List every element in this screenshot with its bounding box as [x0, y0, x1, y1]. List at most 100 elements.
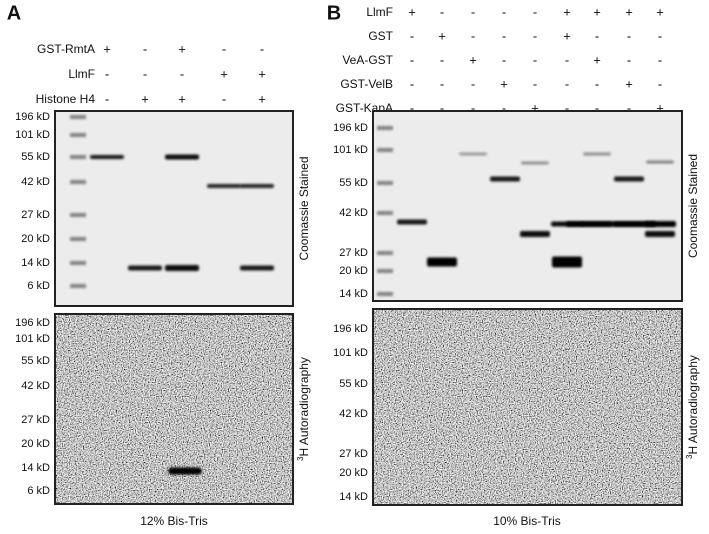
radiolabel-band	[168, 467, 202, 475]
ladder-band	[70, 237, 86, 241]
protein-band	[520, 231, 550, 237]
autorad-title-text: H Autoradiography	[686, 355, 700, 454]
superscript: 3	[685, 454, 694, 459]
protein-band	[646, 160, 674, 164]
marker-label: 42 kD	[339, 207, 368, 219]
marker-label: 101 kD	[15, 129, 50, 141]
autorad-frame	[54, 313, 294, 505]
condition-sign: -	[502, 28, 506, 43]
condition-sign: +	[258, 91, 266, 106]
condition-name: VeA-GST	[342, 53, 393, 67]
condition-sign: -	[440, 4, 444, 19]
protein-band	[614, 176, 644, 182]
coomassie-gel	[372, 110, 683, 302]
condition-sign: -	[410, 52, 414, 67]
condition-sign: -	[440, 76, 444, 91]
marker-label: 42 kD	[21, 380, 50, 392]
marker-label: 14 kD	[339, 288, 368, 300]
condition-sign: +	[500, 76, 508, 91]
condition-sign: +	[141, 91, 149, 106]
ladder-band	[70, 213, 86, 217]
protein-band	[459, 152, 487, 156]
marker-label: 42 kD	[339, 408, 368, 420]
condition-sign: -	[595, 76, 599, 91]
marker-label: 196 kD	[15, 111, 50, 123]
autorad-frame	[372, 308, 683, 506]
condition-sign: -	[410, 76, 414, 91]
condition-sign: -	[105, 91, 109, 106]
marker-label: 101 kD	[333, 144, 368, 156]
condition-sign: -	[565, 76, 569, 91]
protein-band	[490, 176, 520, 182]
condition-sign: -	[502, 52, 506, 67]
ladder-band	[377, 181, 393, 185]
protein-band	[397, 219, 427, 225]
condition-sign: +	[593, 52, 601, 67]
condition-sign: -	[471, 100, 475, 115]
condition-sign: -	[105, 66, 109, 81]
condition-sign: +	[563, 28, 571, 43]
gel-type: 12% Bis-Tris	[140, 514, 208, 528]
ladder-band	[70, 284, 86, 288]
marker-label: 20 kD	[21, 438, 50, 450]
condition-sign: +	[258, 66, 266, 81]
condition-name: GST	[368, 29, 393, 43]
protein-band	[521, 161, 549, 165]
marker-label: 101 kD	[15, 333, 50, 345]
ladder-band	[70, 180, 86, 184]
marker-label: 27 kD	[21, 209, 50, 221]
marker-label: 27 kD	[21, 414, 50, 426]
autorad-film	[55, 314, 293, 504]
condition-sign: -	[260, 41, 264, 56]
condition-sign: -	[410, 28, 414, 43]
marker-label: 101 kD	[333, 347, 368, 359]
condition-sign: -	[440, 52, 444, 67]
condition-sign: -	[658, 52, 662, 67]
protein-band	[128, 265, 162, 271]
panel-label: A	[7, 2, 21, 24]
condition-sign: +	[220, 66, 228, 81]
condition-sign: +	[469, 52, 477, 67]
condition-sign: +	[103, 41, 111, 56]
ladder-band	[377, 148, 393, 152]
condition-sign: -	[533, 4, 537, 19]
gel-type: 10% Bis-Tris	[493, 514, 561, 528]
condition-sign: -	[440, 100, 444, 115]
ladder-band	[70, 155, 86, 159]
protein-band	[427, 257, 457, 267]
protein-band	[583, 152, 611, 156]
marker-label: 42 kD	[21, 176, 50, 188]
marker-label: 6 kD	[27, 280, 50, 292]
condition-sign: +	[656, 4, 664, 19]
marker-label: 20 kD	[339, 467, 368, 479]
autorad-title: 3H Autoradiography	[296, 357, 312, 461]
panel-label: B	[327, 2, 341, 24]
condition-sign: -	[565, 52, 569, 67]
condition-name: GST-VelB	[340, 77, 393, 91]
condition-sign: +	[408, 4, 416, 19]
condition-sign: -	[627, 100, 631, 115]
condition-sign: +	[563, 4, 571, 19]
condition-sign: +	[178, 91, 186, 106]
condition-sign: -	[533, 52, 537, 67]
marker-label: 6 kD	[27, 485, 50, 497]
ladder-band	[70, 261, 86, 265]
protein-band	[552, 256, 582, 268]
condition-sign: -	[471, 4, 475, 19]
condition-sign: -	[502, 100, 506, 115]
protein-band	[165, 265, 199, 271]
condition-sign: -	[565, 100, 569, 115]
ladder-band	[377, 211, 393, 215]
panel: B LlmF + - - - - + + + + GST - + - - - + - - - VeA-GST - - + - - - +…	[327, 2, 700, 528]
marker-label: 55 kD	[339, 378, 368, 390]
condition-sign: -	[533, 28, 537, 43]
condition-sign: -	[143, 41, 147, 56]
protein-band	[240, 184, 274, 188]
protein-band	[90, 155, 124, 159]
autorad-film	[373, 309, 682, 505]
marker-label: 196 kD	[333, 323, 368, 335]
condition-sign: -	[658, 76, 662, 91]
marker-label: 55 kD	[339, 177, 368, 189]
condition-name: LlmF	[366, 5, 393, 19]
